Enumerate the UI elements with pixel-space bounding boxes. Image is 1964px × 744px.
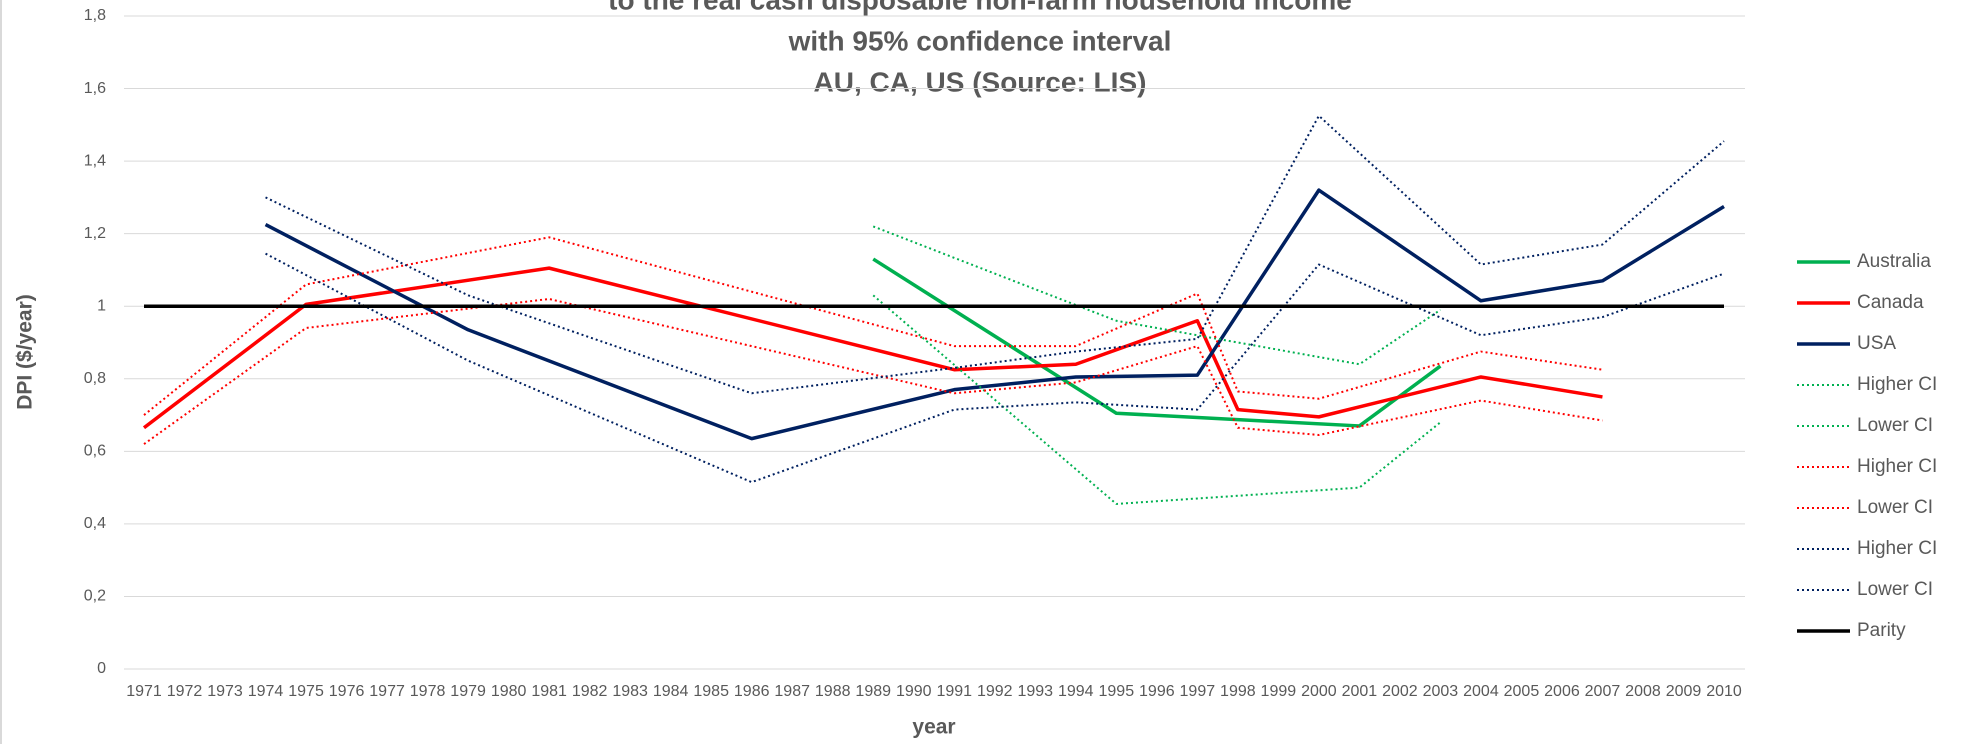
y-tick-label: 1,4: [84, 152, 106, 169]
x-tick-label: 2009: [1666, 683, 1702, 700]
y-tick-label: 0,8: [84, 370, 106, 387]
y-tick-label: 1,6: [84, 80, 106, 97]
x-axis-label: year: [912, 716, 955, 739]
x-tick-label: 2010: [1706, 683, 1742, 700]
chart-title: AU, CA, US (Source: LIS): [814, 66, 1147, 97]
legend-label: Higher CI: [1857, 538, 1937, 559]
series-line: [265, 114, 1725, 395]
x-tick-label: 1997: [1180, 683, 1216, 700]
legend-label: Australia: [1857, 251, 1931, 272]
series-line: [143, 236, 1603, 416]
x-tick-label: 1983: [612, 683, 648, 700]
x-tick-label: 1977: [369, 683, 405, 700]
series-line: [265, 252, 1725, 484]
x-tick-label: 1995: [1099, 683, 1135, 700]
x-tick-label: 1981: [531, 683, 567, 700]
x-tick-label: 1984: [653, 683, 689, 700]
legend-label: Lower CI: [1857, 579, 1933, 600]
x-tick-label: 1990: [896, 683, 932, 700]
series-line: [143, 297, 1603, 445]
x-tick-label: 1971: [126, 683, 162, 700]
x-tick-label: 1994: [1058, 683, 1094, 700]
x-tick-label: 1972: [167, 683, 203, 700]
x-tick-label: 1980: [491, 683, 527, 700]
legend-label: Parity: [1857, 620, 1906, 641]
y-tick-label: 1,8: [84, 7, 106, 24]
x-tick-label: 2004: [1463, 683, 1499, 700]
legend-label: USA: [1857, 333, 1896, 354]
legend-label: Lower CI: [1857, 497, 1933, 518]
series-line: [872, 225, 1441, 366]
x-tick-label: 1999: [1261, 683, 1297, 700]
x-tick-label: 2001: [1342, 683, 1378, 700]
legend-label: Lower CI: [1857, 415, 1933, 436]
x-tick-label: 1978: [410, 683, 446, 700]
x-tick-label: 2002: [1382, 683, 1418, 700]
series-line: [872, 294, 1442, 505]
y-tick-label: 0,4: [84, 515, 106, 532]
x-tick-label: 2008: [1625, 683, 1661, 700]
y-axis-label: DPI ($/year): [14, 294, 37, 410]
x-tick-label: 1988: [815, 683, 851, 700]
series-line: [142, 266, 1603, 430]
y-tick-label: 1: [97, 297, 106, 314]
y-tick-label: 0: [97, 660, 106, 677]
y-tick-label: 0,6: [84, 443, 106, 460]
legend-label: Higher CI: [1857, 456, 1937, 477]
x-tick-label: 1985: [693, 683, 729, 700]
x-tick-label: 1973: [207, 683, 243, 700]
x-tick-label: 2000: [1301, 683, 1337, 700]
x-tick-label: 1998: [1220, 683, 1256, 700]
x-tick-label: 1974: [248, 683, 284, 700]
x-tick-label: 1996: [1139, 683, 1175, 700]
x-tick-label: 1993: [1017, 683, 1053, 700]
legend-label: Canada: [1857, 292, 1924, 313]
x-tick-label: 1992: [977, 683, 1013, 700]
x-tick-label: 2003: [1423, 683, 1459, 700]
x-tick-label: 1991: [936, 683, 972, 700]
series-line: [264, 188, 1725, 441]
y-tick-label: 0,2: [84, 588, 106, 605]
x-tick-label: 2007: [1585, 683, 1621, 700]
legend-label: Higher CI: [1857, 374, 1937, 395]
chart-title: to the real cash disposable non-farm hou…: [608, 0, 1352, 15]
y-tick-label: 1,2: [84, 225, 106, 242]
x-tick-label: 1975: [288, 683, 324, 700]
x-tick-label: 1982: [572, 683, 608, 700]
x-tick-label: 2006: [1544, 683, 1580, 700]
x-tick-label: 1979: [450, 683, 486, 700]
x-tick-label: 2005: [1504, 683, 1540, 700]
x-tick-label: 1976: [329, 683, 365, 700]
series-line: [872, 257, 1442, 428]
x-tick-label: 1989: [855, 683, 891, 700]
chart-title: with 95% confidence interval: [788, 25, 1172, 56]
x-tick-label: 1987: [774, 683, 810, 700]
x-tick-label: 1986: [734, 683, 770, 700]
